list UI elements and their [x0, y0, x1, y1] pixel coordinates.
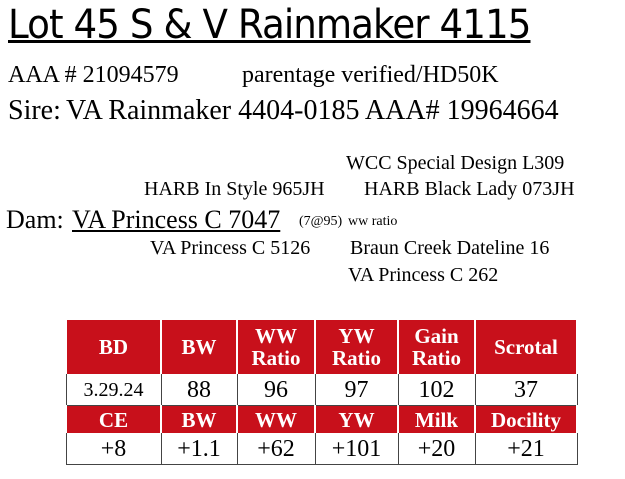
- header-cell: WW: [236, 405, 316, 433]
- dam: VA Princess C 7047: [72, 205, 281, 234]
- header-cell: Scrotal: [474, 320, 578, 374]
- header-cell: Milk: [397, 405, 476, 433]
- value-cell: +62: [236, 433, 315, 465]
- header-cell: BD: [65, 320, 162, 374]
- sire-label: Sire:: [8, 95, 61, 126]
- value-cell: 96: [236, 374, 315, 406]
- dam-note: (7@95): [299, 214, 343, 229]
- value-cell: +21: [474, 433, 578, 465]
- header-cell: CE: [65, 405, 162, 433]
- pedigree-entry: Braun Creek Dateline 16: [350, 237, 550, 259]
- value-cell: 102: [397, 374, 475, 406]
- header-cell: YW: [314, 405, 399, 433]
- pedigree-entry: HARB Black Lady 073JH: [364, 178, 575, 200]
- value-cell: +101: [314, 433, 398, 465]
- pedigree-entry: HARB In Style 965JH: [144, 178, 325, 200]
- header-cell: BW: [160, 405, 238, 433]
- header-cell: Docility: [474, 405, 578, 433]
- value-cell: 97: [314, 374, 398, 406]
- value-cell: +20: [397, 433, 475, 465]
- header-cell: YW Ratio: [314, 320, 399, 374]
- value-cell: 3.29.24: [65, 374, 161, 406]
- dam-label: Dam:: [6, 205, 64, 234]
- lot-title: Lot 45 S & V Rainmaker 4115: [8, 2, 531, 48]
- value-row: 3.29.24 88 96 97 102 37: [65, 374, 578, 406]
- value-cell: +1.1: [160, 433, 237, 465]
- value-cell: +8: [65, 433, 161, 465]
- header-cell: BW: [160, 320, 238, 374]
- sire: VA Rainmaker 4404-0185 AAA# 19964664: [66, 95, 559, 126]
- value-row: +8 +1.1 +62 +101 +20 +21: [65, 433, 578, 465]
- verification: parentage verified/HD50K: [242, 62, 499, 88]
- header-cell: WW Ratio: [236, 320, 316, 374]
- pedigree-entry: VA Princess C 262: [348, 264, 499, 286]
- value-cell: 88: [160, 374, 237, 406]
- dam-note-suffix: ww ratio: [348, 214, 398, 229]
- header-row: BD BW WW Ratio YW Ratio Gain Ratio Scrotal: [65, 320, 578, 374]
- value-cell: 37: [474, 374, 578, 406]
- pedigree-entry: WCC Special Design L309: [346, 152, 565, 174]
- header-row: CE BW WW YW Milk Docility: [65, 405, 578, 433]
- pedigree-entry: VA Princess C 5126: [150, 237, 311, 259]
- registration: AAA # 21094579: [8, 62, 179, 88]
- header-cell: Gain Ratio: [397, 320, 476, 374]
- stats-table: BD BW WW Ratio YW Ratio Gain Ratio Scrotal 3.2…: [65, 320, 578, 465]
